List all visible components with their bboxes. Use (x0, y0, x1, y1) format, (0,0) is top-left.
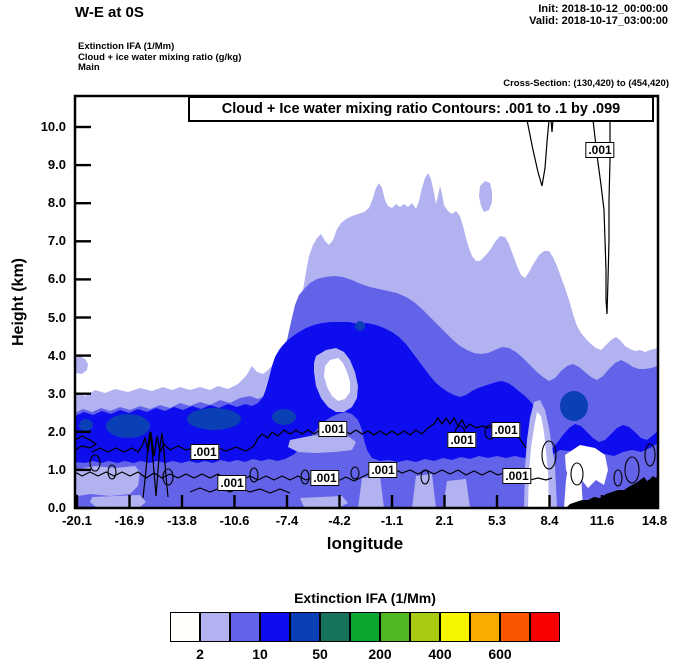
y-tick-label: 1.0 (47, 461, 66, 477)
y-tick-label: 3.0 (47, 385, 66, 401)
colorbar-tick-label: 600 (488, 646, 512, 662)
white-right-wedge (528, 412, 549, 508)
y-tick-label: 0.0 (47, 500, 66, 515)
x-tick-label: -16.9 (114, 513, 145, 528)
y-tick-label: 7.0 (47, 233, 66, 249)
contour-value-label: .001 (310, 470, 340, 486)
contour-value-label: .001 (585, 142, 615, 158)
colorbar-cell (380, 612, 410, 642)
contour-loop (644, 443, 656, 467)
contour-loop (570, 462, 584, 486)
y-tick-label: 9.0 (47, 157, 66, 173)
field-legend: Extinction IFA (1/Mm) Cloud + ice water … (78, 41, 242, 74)
colorbar-tick-label: 50 (312, 646, 328, 662)
colorbar-cell (410, 612, 440, 642)
colorbar-tick-label: 400 (428, 646, 452, 662)
contour-value-label: .001 (190, 444, 220, 460)
contour-value-label: .001 (491, 422, 521, 438)
colorbar-tick-label: 200 (368, 646, 392, 662)
contour-value-label: .001 (217, 475, 247, 491)
x-tick-label: 11.6 (589, 513, 615, 528)
x-tick-label: 5.3 (487, 513, 507, 528)
x-tick-label: 14.8 (641, 513, 668, 528)
contour-loop (162, 468, 174, 486)
contour-loop (107, 464, 117, 480)
navy-blob (272, 409, 296, 425)
contour-squiggle-cluster (142, 431, 169, 499)
colorbar-cell (230, 612, 260, 642)
colorbar-cell (260, 612, 290, 642)
contour-loop (624, 456, 640, 484)
x-tick-label: 8.4 (540, 513, 559, 528)
contour-value-label: .001 (447, 432, 477, 448)
contour-loop (541, 440, 557, 470)
navy-blob (79, 419, 93, 431)
colorbar-cell (470, 612, 500, 642)
contour-loop (613, 469, 623, 487)
colorbar-cell (530, 612, 560, 642)
contour-topright-v1 (526, 119, 550, 187)
colorbar-title: Extinction IFA (1/Mm) (294, 590, 436, 606)
y-axis-title: Height (km) (10, 258, 27, 346)
page-title: W-E at 0S (75, 4, 144, 21)
legend-line-main: Main (78, 62, 100, 73)
contour-topright-v2 (592, 119, 611, 315)
valid-timestamp: Valid: 2018-10-17_03:00:00 (529, 15, 668, 27)
contour-topright-spike (550, 119, 554, 133)
x-axis-title: longitude (326, 534, 404, 553)
white-teardrop-hole (324, 358, 350, 401)
y-tick-label: 5.0 (47, 309, 66, 325)
lavender-bottom-strip (300, 496, 348, 507)
y-tick-label: 10.0 (40, 119, 66, 134)
contour-loop (420, 469, 430, 485)
navy-dot (355, 321, 365, 331)
y-tick-label: 6.0 (47, 271, 66, 287)
contour-value-label: .001 (368, 462, 398, 478)
navy-blob (187, 408, 241, 430)
y-tick-label: 4.0 (47, 347, 66, 363)
contour-loop (300, 469, 310, 485)
lavender-detached-oval (479, 181, 492, 212)
legend-line-mixing-ratio: Cloud + ice water mixing ratio (g/kg) (78, 51, 242, 63)
x-tick-label: -20.1 (62, 513, 92, 528)
x-tick-label: 2.1 (435, 513, 454, 528)
cross-section-coords: Cross-Section: (130,420) to (454,420) (503, 78, 669, 89)
contour-left-hook (74, 435, 98, 451)
colorbar-cell (320, 612, 350, 642)
lavender-column (358, 476, 384, 508)
navy-blob (560, 391, 588, 421)
lavender-column (443, 479, 470, 508)
contour-loop (249, 467, 259, 483)
colorbar-cell (290, 612, 320, 642)
x-tick-label: -7.4 (275, 513, 299, 528)
white-gap-blob (565, 445, 608, 488)
colorbar-tick-label: 10 (252, 646, 268, 662)
y-tick-label: 8.0 (47, 195, 66, 211)
colorbar-cell (200, 612, 230, 642)
colorbar-cell (170, 612, 200, 642)
lavender-bottom-strip (90, 495, 146, 507)
terrain-silhouette (566, 476, 658, 508)
legend-line-extinction: Extinction IFA (1/Mm) (78, 41, 175, 52)
colorbar-cell (350, 612, 380, 642)
lavender-column (412, 474, 436, 508)
init-timestamp: Init: 2018-10-12_00:00:00 (538, 3, 668, 15)
lavender-notch-strip (288, 434, 356, 453)
x-tick-label: -10.6 (219, 513, 250, 528)
colorbar-cell (500, 612, 530, 642)
contour-loop (89, 454, 101, 472)
colorbar-tick-label: 2 (196, 646, 204, 662)
lavender-left-edge-blob (75, 356, 88, 374)
y-tick-label: 2.0 (47, 423, 66, 439)
x-tick-label: -1.1 (380, 513, 404, 528)
colorbar-cell (440, 612, 470, 642)
contour-loop (350, 466, 360, 480)
contour-value-label: .001 (318, 421, 348, 437)
x-tick-label: -4.2 (328, 513, 351, 528)
contour-value-label: .001 (502, 468, 532, 484)
navy-blob (106, 414, 150, 438)
plot-title: Cloud + Ice water mixing ratio Contours:… (188, 96, 654, 122)
x-tick-label: -13.8 (167, 513, 197, 528)
